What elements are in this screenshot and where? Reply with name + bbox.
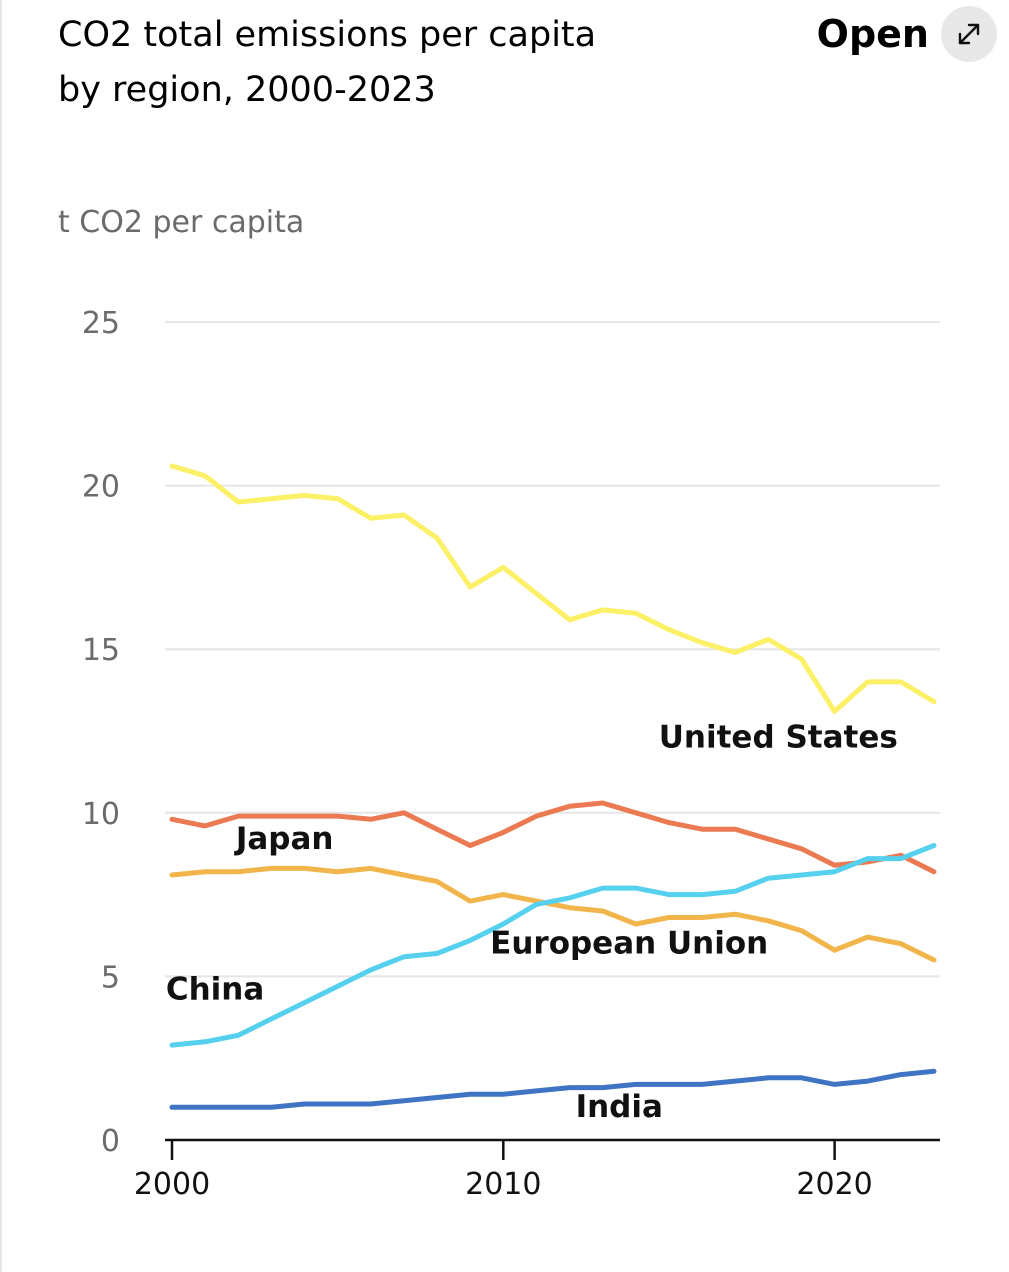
series-line-japan: [169, 800, 937, 875]
y-tick-label-20: 20: [82, 470, 120, 505]
y-tick-label-0: 0: [101, 1124, 120, 1159]
y-tick-label-15: 15: [82, 633, 120, 668]
series-line-india: [169, 1068, 937, 1110]
series-label-india: India: [576, 1089, 663, 1125]
open-link[interactable]: Open: [816, 12, 929, 56]
series-label-european-union: European Union: [490, 925, 768, 961]
y-tick-label-25: 25: [82, 306, 120, 341]
y-tick-label-5: 5: [101, 960, 120, 995]
series-label-china: China: [166, 971, 264, 1007]
y-axis-title: t CO2 per capita: [58, 205, 305, 240]
series-label-japan: Japan: [234, 821, 334, 857]
x-tick-label-2010: 2010: [465, 1167, 541, 1202]
expand-diagonal-arrows-icon: [958, 23, 980, 45]
open-control[interactable]: Open: [817, 6, 997, 62]
x-tick-label-2020: 2020: [796, 1167, 872, 1202]
left-border: [0, 0, 2, 1272]
series-label-united-states: United States: [659, 719, 898, 755]
chart-title-line-1: CO2 total emissions per capita: [58, 15, 597, 55]
y-tick-label-10: 10: [82, 797, 120, 832]
series-line-european-union: [169, 865, 937, 963]
expand-icon[interactable]: [941, 6, 997, 62]
series-line-china: [169, 843, 937, 1048]
chart-title-line-2: by region, 2000-2023: [58, 70, 436, 110]
series-line-united-states: [169, 463, 937, 714]
chart-title: CO2 total emissions per capita by region…: [58, 8, 678, 118]
x-tick-label-2000: 2000: [134, 1167, 210, 1202]
